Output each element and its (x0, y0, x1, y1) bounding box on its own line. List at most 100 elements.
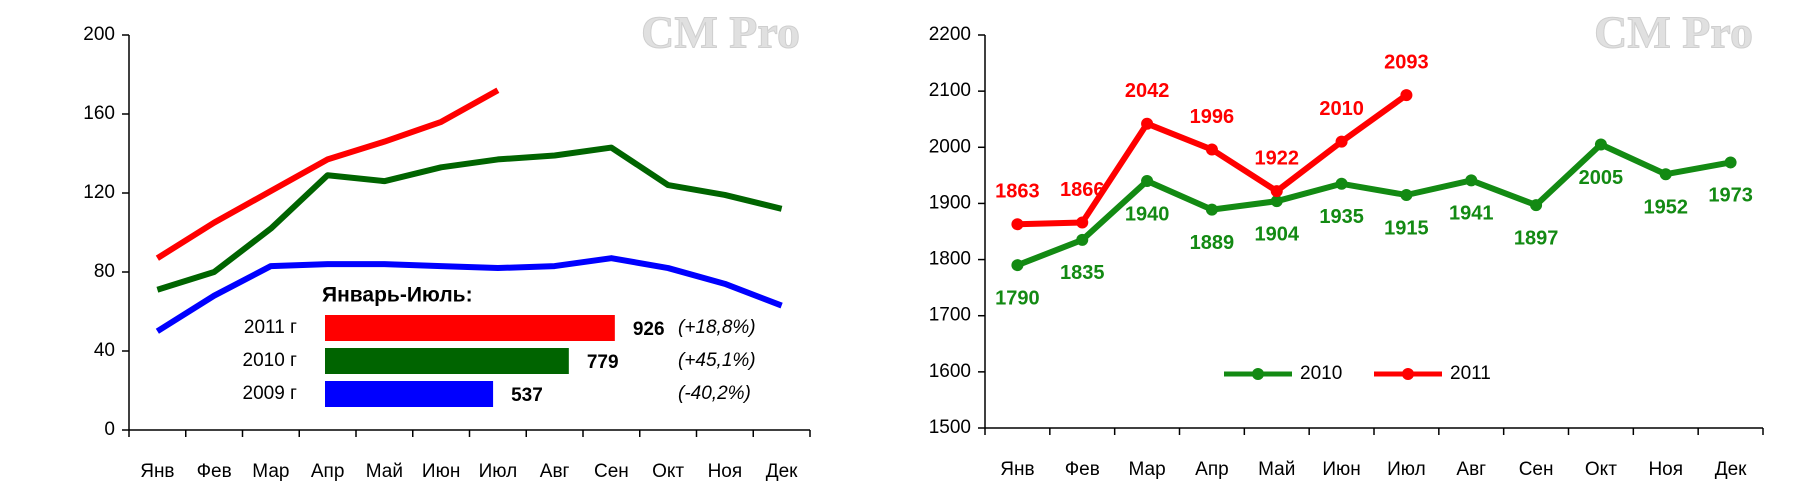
x-tick-label: Сен (594, 461, 629, 482)
x-tick-label: Мар (1128, 459, 1165, 480)
inset-label: 2009 г (243, 383, 298, 404)
x-tick-label: Июл (1387, 459, 1426, 480)
marker (1270, 185, 1283, 198)
y-tick-label: 1700 (929, 305, 971, 326)
data-label: 1863 (995, 180, 1040, 202)
y-tick-label: 2000 (929, 136, 971, 157)
data-label: 2010 (1319, 98, 1364, 120)
y-tick-label: 80 (94, 261, 115, 282)
marker (1530, 199, 1543, 212)
marker (1594, 138, 1607, 151)
inset-title: Январь-Июль: (322, 284, 473, 307)
x-tick-label: Июн (1322, 459, 1360, 480)
inset-change: (+45,1%) (678, 350, 756, 371)
data-label: 1889 (1190, 232, 1235, 254)
x-tick-label: Апр (1195, 459, 1229, 480)
series-line (155, 255, 783, 334)
x-tick-label: Май (1258, 459, 1295, 480)
x-tick-label: Мар (252, 461, 289, 482)
x-tick-label: Янв (140, 461, 174, 482)
data-label: 1940 (1125, 203, 1170, 225)
data-label: 1915 (1384, 217, 1429, 239)
data-label: 1996 (1190, 106, 1235, 128)
marker (1076, 233, 1089, 246)
inset-bar (325, 381, 494, 407)
marker (1335, 177, 1348, 190)
inset-value: 779 (587, 352, 619, 373)
marker (1724, 156, 1737, 169)
legend-marker (1252, 368, 1264, 380)
series-line (1016, 141, 1732, 268)
x-tick-label: Дек (766, 461, 798, 482)
data-label: 1922 (1255, 147, 1300, 169)
x-tick-label: Сен (1519, 459, 1554, 480)
data-label: 2093 (1384, 51, 1429, 73)
marker (1205, 203, 1218, 216)
data-label: 2042 (1125, 80, 1170, 102)
inset-change: (-40,2%) (678, 383, 751, 404)
marker (1400, 89, 1413, 102)
inset-value: 926 (633, 319, 665, 340)
data-label: 1790 (995, 287, 1040, 309)
x-tick-label: Дек (1715, 459, 1747, 480)
marker (1011, 259, 1024, 272)
x-tick-label: Ноя (1648, 459, 1683, 480)
inset-label: 2010 г (243, 350, 298, 371)
marker (1076, 216, 1089, 229)
data-label: 1952 (1644, 197, 1689, 219)
data-label: 1941 (1449, 203, 1494, 225)
inset-bar (325, 348, 569, 374)
y-tick-label: 40 (94, 340, 115, 361)
marker (1141, 174, 1154, 187)
inset-change: (+18,8%) (678, 317, 756, 338)
y-tick-label: 2100 (929, 80, 971, 101)
x-tick-label: Окт (1585, 459, 1617, 480)
data-label: 1935 (1319, 206, 1364, 228)
x-tick-label: Май (366, 461, 403, 482)
data-label: 1866 (1060, 179, 1105, 201)
marker (1205, 143, 1218, 156)
marker (1659, 168, 1672, 181)
y-tick-label: 2200 (929, 24, 971, 45)
y-tick-label: 1600 (929, 361, 971, 382)
series-line (156, 144, 783, 293)
x-tick-label: Фев (197, 461, 232, 482)
data-label: 2005 (1579, 167, 1624, 189)
y-tick-label: 200 (83, 24, 115, 45)
data-label: 1904 (1255, 223, 1300, 245)
x-tick-label: Июл (479, 461, 518, 482)
marker (1011, 218, 1024, 231)
x-tick-label: Ноя (708, 461, 743, 482)
marker (1270, 195, 1283, 208)
data-label: 1973 (1708, 185, 1753, 207)
x-tick-label: Авг (540, 461, 570, 482)
inset-value: 537 (511, 385, 543, 406)
marker (1465, 174, 1478, 187)
y-tick-label: 160 (83, 103, 115, 124)
x-tick-label: Июн (422, 461, 460, 482)
y-tick-label: 120 (83, 182, 115, 203)
y-tick-label: 0 (104, 419, 115, 440)
legend-marker (1402, 368, 1414, 380)
inset-bar (325, 315, 615, 341)
data-label: 1835 (1060, 262, 1105, 284)
y-tick-label: 1500 (929, 417, 971, 438)
inset-label: 2011 г (244, 317, 297, 338)
marker (1335, 135, 1348, 148)
y-tick-label: 1800 (929, 249, 971, 270)
x-tick-label: Авг (1456, 459, 1486, 480)
marker (1400, 189, 1413, 202)
y-tick-label: 1900 (929, 192, 971, 213)
marker (1141, 117, 1154, 130)
legend-label: 2011 (1450, 363, 1491, 384)
series-line (155, 87, 500, 261)
x-tick-label: Фев (1065, 459, 1100, 480)
watermark: CM Pro (1594, 7, 1753, 58)
data-label: 1897 (1514, 227, 1559, 249)
x-tick-label: Апр (311, 461, 345, 482)
legend-label: 2010 (1300, 363, 1342, 384)
x-tick-label: Окт (652, 461, 684, 482)
x-tick-label: Янв (1000, 459, 1034, 480)
watermark: CM Pro (641, 7, 800, 58)
